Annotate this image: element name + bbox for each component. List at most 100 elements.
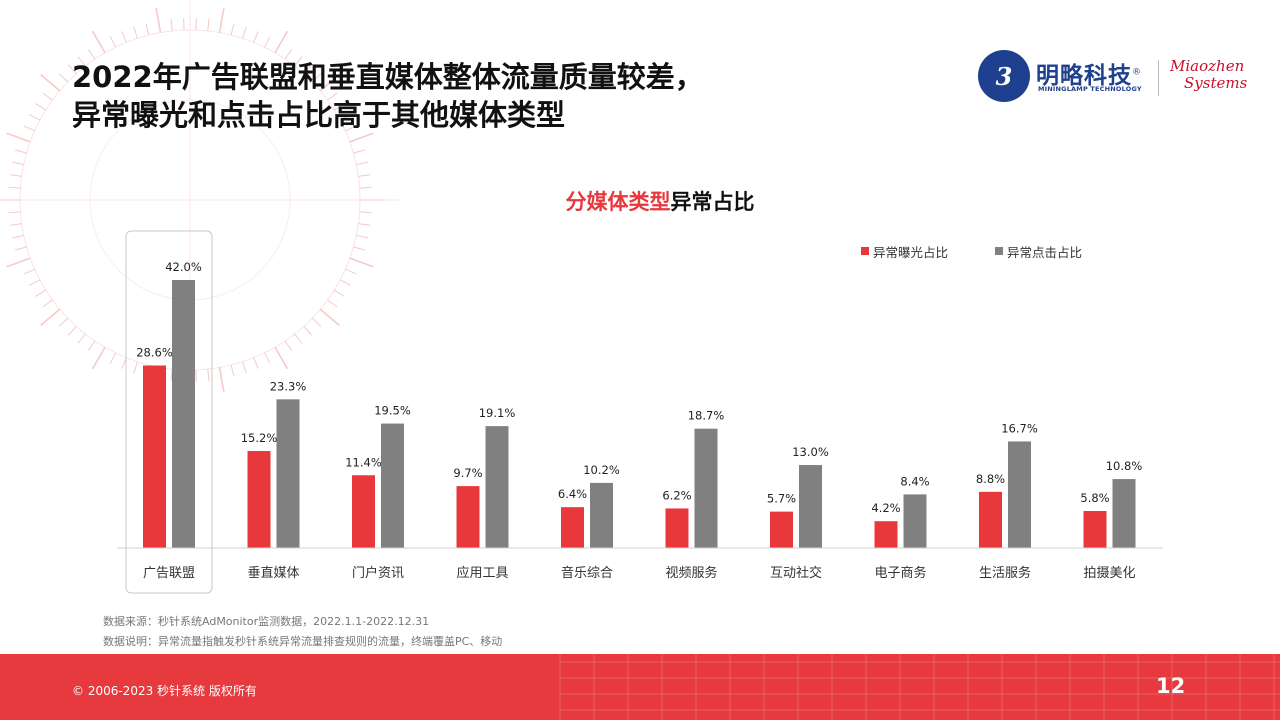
data-label-1-2: 19.5%: [374, 404, 411, 418]
deco-tick: [23, 125, 35, 132]
deco-tick: [333, 103, 345, 111]
bar-1-4: [590, 482, 613, 548]
title-line-1: 2022年广告联盟和垂直媒体整体流量质量较差，: [72, 60, 704, 94]
deco-tick: [6, 257, 31, 268]
deco-tick: [67, 64, 77, 74]
legend-label-0: 异常曝光占比: [873, 245, 948, 260]
deco-tick: [319, 74, 340, 92]
logo-partner: Miaozhen Systems: [1170, 57, 1248, 92]
data-label-1-9: 10.8%: [1106, 459, 1143, 473]
category-label-8: 生活服务: [979, 565, 1031, 581]
data-label-1-8: 16.7%: [1001, 421, 1038, 435]
deco-tick: [87, 340, 96, 352]
category-label-0: 广告联盟: [143, 566, 195, 581]
category-label-4: 音乐综合: [561, 565, 613, 581]
deco-tick: [40, 74, 61, 92]
deco-tick: [67, 326, 77, 336]
deco-tick: [133, 26, 138, 39]
logo-mark-icon: 3: [978, 50, 1030, 102]
bar-1-6: [799, 465, 822, 548]
deco-tick: [274, 30, 289, 54]
deco-tick: [11, 161, 24, 166]
deco-tick: [58, 73, 69, 83]
deco-tick: [35, 103, 47, 111]
bar-0-7: [874, 521, 898, 548]
deco-tick: [23, 268, 35, 275]
bar-1-9: [1112, 479, 1136, 548]
deco-tick: [349, 132, 374, 143]
deco-tick: [294, 56, 303, 67]
deco-tick: [6, 132, 31, 143]
category-label-6: 互动社交: [770, 565, 822, 581]
category-label-7: 电子商务: [874, 565, 926, 581]
deco-tick: [327, 299, 338, 308]
data-label-0-9: 5.8%: [1080, 491, 1109, 505]
deco-tick: [253, 31, 259, 43]
bar-1-5: [694, 428, 718, 548]
data-label-1-4: 10.2%: [583, 463, 620, 477]
bar-0-1: [247, 451, 271, 548]
deco-tick: [333, 289, 345, 297]
category-label-9: 拍摄美化: [1083, 566, 1135, 581]
bar-1-1: [276, 399, 300, 548]
data-label-1-7: 8.4%: [900, 474, 929, 488]
deco-tick: [218, 367, 225, 393]
deco-tick: [9, 174, 22, 177]
deco-tick: [311, 317, 322, 327]
deco-tick: [87, 48, 96, 60]
deco-tick: [40, 308, 61, 326]
deco-tick: [242, 26, 247, 39]
deco-tick: [91, 346, 106, 370]
deco-tick: [253, 357, 259, 369]
deco-tick: [339, 279, 351, 286]
data-label-0-0: 28.6%: [136, 346, 173, 360]
deco-tick: [207, 369, 210, 382]
bar-0-4: [561, 507, 584, 548]
deco-tick: [77, 333, 86, 344]
logo-divider: [1158, 60, 1159, 96]
deco-tick: [353, 149, 366, 154]
copyright: © 2006-2023 秒针系统 版权所有: [72, 684, 257, 698]
category-label-1: 垂直媒体: [247, 566, 299, 581]
data-label-0-3: 9.7%: [453, 466, 482, 480]
data-label-0-2: 11.4%: [345, 455, 382, 469]
deco-tick: [264, 36, 271, 48]
data-source-note: 数据来源：秒针系统AdMonitor监测数据，2022.1.1-2022.12.…: [103, 612, 502, 652]
data-label-0-1: 15.2%: [241, 431, 278, 445]
deco-tick: [155, 7, 162, 33]
deco-tick: [91, 30, 106, 54]
bar-1-0: [172, 280, 195, 548]
deco-tick: [345, 125, 357, 132]
deco-tick: [230, 364, 235, 377]
deco-tick: [319, 308, 340, 326]
category-label-3: 应用工具: [456, 565, 508, 581]
chart-title-rest: 异常占比: [670, 190, 755, 214]
source-line-1: 数据来源：秒针系统AdMonitor监测数据，2022.1.1-2022.12.…: [103, 615, 430, 628]
deco-tick: [109, 352, 116, 364]
footer-decoration: [559, 654, 1280, 720]
bar-1-8: [1008, 441, 1031, 548]
deco-tick: [9, 223, 22, 226]
data-label-0-7: 4.2%: [871, 501, 900, 515]
bar-1-3: [485, 426, 509, 548]
bar-0-2: [352, 475, 375, 548]
deco-tick: [339, 114, 351, 121]
footer-bar: © 2006-2023 秒针系统 版权所有 12: [0, 654, 1280, 720]
deco-tick: [35, 289, 47, 297]
data-label-1-5: 18.7%: [688, 409, 725, 423]
deco-tick: [8, 186, 21, 189]
bar-1-7: [903, 494, 927, 548]
deco-tick: [14, 149, 27, 154]
deco-tick: [29, 279, 41, 286]
deco-tick: [356, 234, 369, 239]
deco-tick: [58, 317, 69, 327]
deco-tick: [311, 73, 322, 83]
deco-tick: [170, 18, 173, 31]
legend-label-1: 异常点击占比: [1007, 245, 1082, 260]
deco-tick: [14, 246, 27, 251]
deco-tick: [353, 246, 366, 251]
page-title: 2022年广告联盟和垂直媒体整体流量质量较差， 异常曝光和点击占比高于其他媒体类…: [72, 58, 704, 134]
deco-tick: [264, 352, 271, 364]
logo-brand-cn: 明略科技®: [1036, 63, 1142, 89]
